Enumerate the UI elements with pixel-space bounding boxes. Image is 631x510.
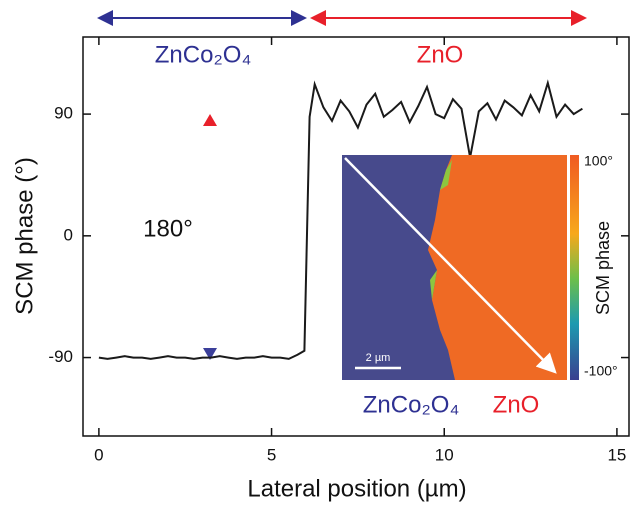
colorbar-label: SCM phase — [593, 221, 613, 315]
y-tick-label: 0 — [64, 225, 73, 244]
inset-label: ZnCo₂O₄ — [363, 391, 459, 418]
x-tick-label: 0 — [94, 445, 103, 464]
x-tick-label: 10 — [435, 445, 454, 464]
colorbar-min: -100° — [584, 363, 618, 379]
colorbar — [570, 155, 579, 380]
inset: 2 µm 100° -100° SCM phase — [342, 153, 618, 380]
region-label: ZnO — [417, 41, 464, 68]
inset-orange — [428, 155, 567, 380]
span-label: 180° — [143, 215, 193, 242]
colorbar-max: 100° — [584, 153, 613, 169]
arrow-head — [203, 114, 217, 126]
y-axis-label: SCM phase (°) — [11, 157, 38, 315]
x-tick-label: 15 — [607, 445, 626, 464]
scale-label: 2 µm — [366, 352, 391, 364]
y-tick-label: -90 — [48, 347, 73, 366]
x-axis-label: Lateral position (µm) — [247, 475, 466, 502]
inset-label: ZnO — [493, 391, 540, 418]
x-tick-label: 5 — [267, 445, 276, 464]
chart: ZnCo₂O₄ ZnO 180° 2 µm 100° -100° SCM pha… — [0, 0, 631, 505]
region-label: ZnCo₂O₄ — [155, 41, 251, 68]
y-tick-label: 90 — [54, 104, 73, 123]
